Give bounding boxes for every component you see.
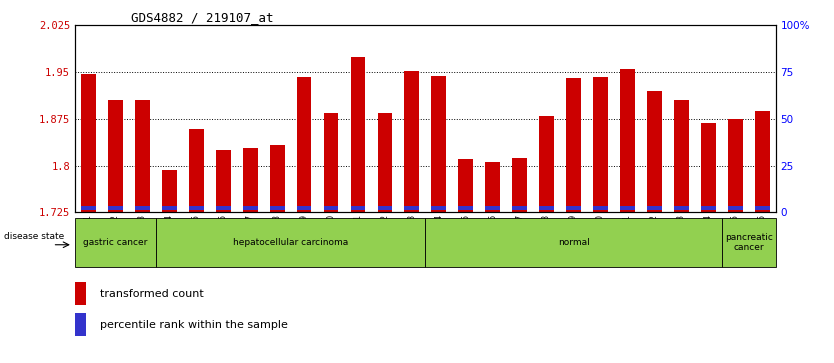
Text: GDS4882 / 219107_at: GDS4882 / 219107_at	[131, 11, 274, 24]
Bar	[81, 74, 96, 212]
Bar	[404, 206, 420, 210]
Bar	[620, 206, 635, 210]
Bar	[755, 111, 770, 212]
Bar	[539, 206, 554, 210]
Bar	[378, 113, 392, 212]
Bar	[243, 148, 258, 212]
Bar	[485, 206, 500, 210]
Bar	[216, 206, 231, 210]
Bar	[620, 69, 635, 212]
Bar	[269, 145, 284, 212]
Bar	[324, 206, 339, 210]
Bar	[539, 116, 554, 212]
Bar	[647, 91, 662, 212]
Bar	[431, 206, 446, 210]
Bar	[512, 206, 527, 210]
Bar	[728, 119, 742, 212]
Text: normal: normal	[558, 238, 590, 247]
Bar	[162, 206, 177, 210]
Bar	[188, 130, 203, 212]
Text: transformed count: transformed count	[99, 289, 203, 299]
Bar	[378, 206, 392, 210]
Bar	[75, 282, 86, 305]
Bar	[728, 206, 742, 210]
Bar	[701, 206, 716, 210]
Bar	[459, 159, 473, 212]
Bar	[324, 113, 339, 212]
Bar	[135, 99, 150, 212]
Bar	[566, 206, 581, 210]
Bar	[566, 78, 581, 212]
Bar	[297, 77, 312, 212]
Bar	[135, 206, 150, 210]
Bar	[485, 162, 500, 212]
Bar	[512, 158, 527, 212]
Bar	[350, 206, 365, 210]
Bar	[81, 206, 96, 210]
Bar	[593, 206, 608, 210]
Bar	[459, 206, 473, 210]
Bar	[593, 77, 608, 212]
Bar	[188, 206, 203, 210]
Bar	[269, 206, 284, 210]
Text: percentile rank within the sample: percentile rank within the sample	[99, 320, 288, 330]
Bar	[755, 206, 770, 210]
Bar	[721, 218, 776, 267]
Text: gastric cancer: gastric cancer	[83, 238, 148, 247]
Bar	[216, 150, 231, 212]
Bar	[75, 313, 86, 336]
Bar	[647, 206, 662, 210]
Text: pancreatic
cancer: pancreatic cancer	[725, 233, 772, 252]
Bar	[674, 206, 689, 210]
Bar	[243, 206, 258, 210]
Bar	[404, 71, 420, 212]
Bar	[108, 206, 123, 210]
Bar	[431, 76, 446, 212]
Bar	[162, 170, 177, 212]
Bar	[425, 218, 721, 267]
Bar	[75, 218, 156, 267]
Bar	[156, 218, 425, 267]
Bar	[297, 206, 312, 210]
Text: hepatocellular carcinoma: hepatocellular carcinoma	[233, 238, 349, 247]
Bar	[674, 100, 689, 212]
Bar	[701, 123, 716, 212]
Text: disease state: disease state	[3, 232, 64, 241]
Bar	[108, 100, 123, 212]
Bar	[350, 57, 365, 212]
